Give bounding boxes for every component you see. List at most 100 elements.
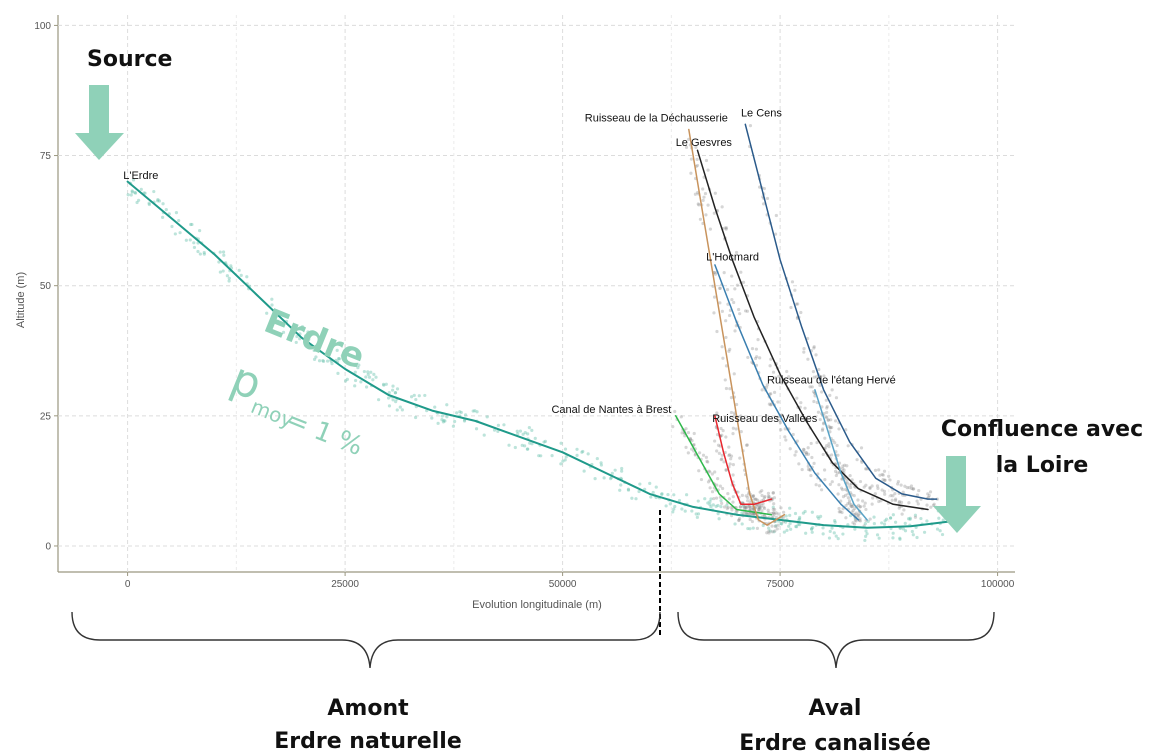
scatter-point-506 bbox=[697, 451, 702, 455]
scatter-point-643 bbox=[803, 406, 807, 410]
scatter-point-390 bbox=[395, 408, 399, 412]
scatter-point-1096 bbox=[721, 429, 725, 433]
scatter-point-984 bbox=[827, 445, 831, 449]
scatter-point-961 bbox=[776, 400, 780, 404]
scatter-point-240 bbox=[543, 439, 548, 443]
scatter-point-281 bbox=[398, 405, 402, 409]
scatter-point-267 bbox=[353, 384, 357, 388]
scatter-point-1166 bbox=[713, 439, 717, 443]
scatter-point-812 bbox=[873, 468, 878, 472]
scatter-point-768 bbox=[880, 472, 884, 477]
scatter-point-600 bbox=[751, 494, 756, 498]
scatter-point-361 bbox=[575, 447, 579, 451]
scatter-point-302 bbox=[782, 530, 786, 534]
scatter-point-1146 bbox=[717, 451, 721, 455]
scatter-point-1143 bbox=[748, 507, 752, 511]
scatter-point-835 bbox=[762, 186, 766, 191]
scatter-point-757 bbox=[773, 232, 778, 236]
scatter-point-341 bbox=[833, 520, 837, 524]
scatter-point-703 bbox=[871, 496, 875, 500]
scatter-point-1042 bbox=[828, 426, 832, 430]
scatter-point-1159 bbox=[744, 507, 748, 511]
scatter-point-948 bbox=[775, 415, 780, 419]
scatter-point-739 bbox=[845, 481, 850, 485]
scatter-point-247 bbox=[891, 536, 895, 540]
scatter-point-561 bbox=[751, 494, 755, 499]
scatter-point-406 bbox=[507, 443, 511, 447]
scatter-point-925 bbox=[738, 312, 742, 316]
scatter-point-317 bbox=[938, 529, 942, 533]
scatter-point-906 bbox=[809, 473, 813, 478]
scatter-point-470 bbox=[771, 511, 776, 515]
scatter-point-1105 bbox=[767, 496, 771, 500]
scatter-point-799 bbox=[883, 478, 887, 482]
scatter-point-843 bbox=[824, 398, 828, 402]
scatter-point-888 bbox=[794, 450, 798, 454]
scatter-point-988 bbox=[842, 468, 846, 472]
scatter-point-1127 bbox=[729, 457, 733, 461]
scatter-point-338 bbox=[217, 260, 221, 264]
scatter-point-993 bbox=[831, 438, 835, 443]
scatter-point-381 bbox=[563, 458, 567, 462]
scatter-point-58 bbox=[423, 393, 427, 398]
scatter-point-265 bbox=[740, 522, 744, 526]
scatter-point-1151 bbox=[760, 493, 764, 498]
scatter-point-941 bbox=[800, 467, 804, 472]
scatter-point-467 bbox=[705, 459, 709, 463]
scatter-point-140 bbox=[758, 506, 762, 510]
scatter-point-447 bbox=[718, 484, 722, 488]
scatter-point-837 bbox=[912, 487, 916, 491]
scatter-point-596 bbox=[773, 507, 777, 512]
scatter-point-965 bbox=[772, 390, 777, 394]
scatter-point-774 bbox=[926, 495, 931, 499]
scatter-point-924 bbox=[754, 347, 758, 351]
scatter-point-539 bbox=[724, 386, 729, 391]
scatter-point-976 bbox=[825, 406, 829, 410]
scatter-point-17 bbox=[459, 410, 463, 415]
scatter-point-818 bbox=[855, 458, 859, 462]
scatter-point-141 bbox=[526, 447, 530, 451]
scatter-point-5 bbox=[321, 358, 325, 363]
scatter-point-972 bbox=[824, 415, 828, 419]
scatter-point-995 bbox=[852, 493, 856, 498]
scatter-point-413 bbox=[582, 469, 586, 473]
scatter-point-176 bbox=[832, 531, 836, 535]
scatter-point-978 bbox=[837, 483, 841, 487]
scatter-point-903 bbox=[806, 446, 810, 450]
scatter-point-862 bbox=[795, 439, 799, 443]
scatter-point-678 bbox=[861, 499, 865, 503]
scatter-point-999 bbox=[820, 428, 825, 432]
scatter-point-1029 bbox=[826, 418, 830, 422]
scatter-point-60 bbox=[337, 357, 341, 361]
scatter-point-319 bbox=[526, 432, 530, 436]
scatter-point-156 bbox=[709, 497, 713, 501]
scatter-point-293 bbox=[409, 395, 414, 399]
scatter-point-1069 bbox=[836, 453, 840, 457]
scatter-point-412 bbox=[156, 198, 160, 202]
scatter-point-780 bbox=[748, 124, 753, 128]
slope-value: = 1 % bbox=[282, 405, 367, 463]
scatter-point-37 bbox=[798, 523, 802, 527]
scatter-point-359 bbox=[913, 513, 918, 517]
scatter-point-69 bbox=[903, 521, 907, 525]
scatter-point-900 bbox=[843, 493, 848, 497]
scatter-point-354 bbox=[580, 450, 584, 454]
scatter-point-498 bbox=[738, 516, 742, 521]
scatter-point-385 bbox=[767, 526, 771, 530]
scatter-point-43 bbox=[533, 436, 537, 441]
scatter-point-758 bbox=[907, 501, 911, 505]
scatter-point-559 bbox=[728, 347, 732, 351]
scatter-point-1119 bbox=[744, 494, 748, 498]
scatter-point-52 bbox=[414, 415, 418, 420]
scatter-point-118 bbox=[471, 409, 475, 413]
scatter-point-456 bbox=[722, 505, 727, 509]
scatter-point-310 bbox=[455, 411, 459, 415]
scatter-point-1177 bbox=[718, 444, 722, 448]
scatter-point-72 bbox=[940, 532, 945, 537]
scatter-point-287 bbox=[364, 385, 369, 389]
scatter-point-554 bbox=[701, 198, 705, 202]
scatter-point-201 bbox=[369, 370, 373, 374]
scatter-point-850 bbox=[834, 396, 839, 400]
scatter-point-270 bbox=[830, 526, 834, 530]
scatter-point-1187 bbox=[728, 462, 732, 466]
